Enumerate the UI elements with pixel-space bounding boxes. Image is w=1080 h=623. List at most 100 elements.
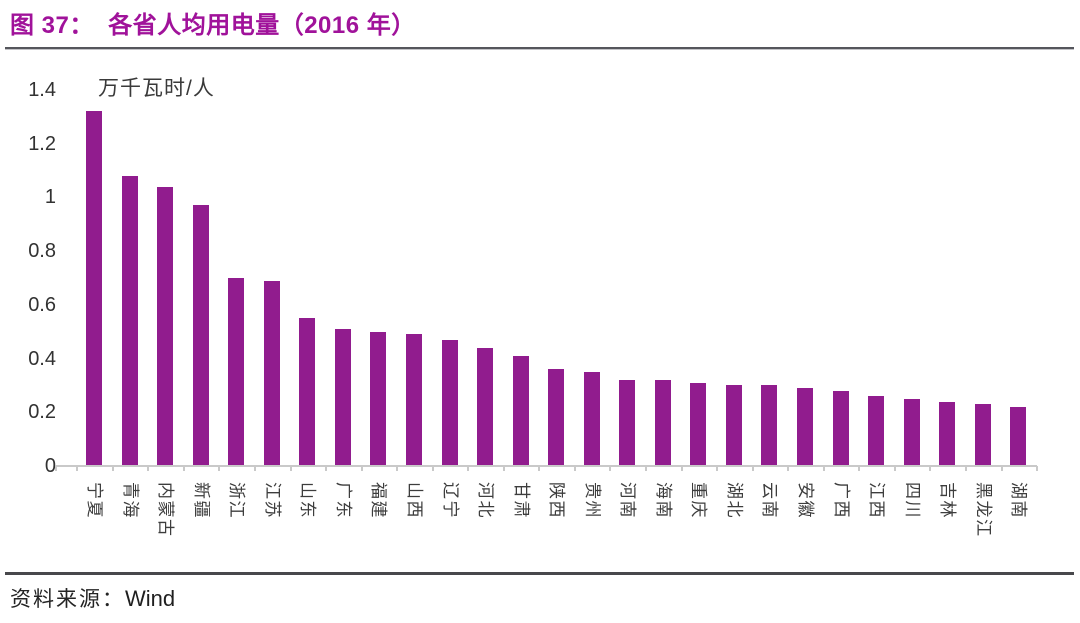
x-axis-label: 江西: [867, 482, 887, 519]
bar: [654, 380, 671, 466]
source-line: 资料来源：Wind: [10, 583, 175, 613]
axis-tick-mark: [289, 466, 292, 471]
x-axis-label: 甘肃: [511, 482, 531, 519]
bar: [405, 334, 422, 466]
y-axis-tick-label: 1: [44, 186, 56, 209]
bar: [477, 347, 494, 466]
bar: [725, 385, 742, 466]
bar: [192, 205, 209, 466]
axis-tick-mark: [858, 466, 861, 471]
x-axis-label: 陕西: [547, 482, 567, 519]
axis-tick-mark: [1000, 466, 1003, 471]
axis-tick-mark: [76, 466, 79, 471]
axis-tick-mark: [182, 466, 185, 471]
figure-title: 图 37： 各省人均用电量（2016 年）: [10, 12, 416, 39]
x-axis-label: 江苏: [262, 482, 282, 519]
y-axis-tick-label: 0.4: [28, 347, 56, 370]
x-axis-label: 贵州: [582, 482, 602, 519]
x-axis-label: 黑龙江: [973, 482, 993, 538]
y-axis-tick-label: 1.2: [28, 132, 56, 155]
bar: [441, 339, 458, 466]
axis-tick-mark: [716, 466, 719, 471]
x-axis-label: 湖北: [724, 482, 744, 519]
bar: [370, 331, 387, 466]
axis-tick-mark: [822, 466, 825, 471]
x-axis-label: 湖南: [1009, 482, 1029, 519]
x-axis-label: 山东: [298, 482, 318, 519]
axis-tick-mark: [467, 466, 470, 471]
axis-tick-mark: [787, 466, 790, 471]
x-axis-label: 广西: [831, 482, 851, 519]
axis-tick-mark: [1036, 466, 1039, 471]
x-axis-label: 辽宁: [440, 482, 460, 519]
axis-tick-mark: [55, 466, 57, 471]
y-axis-tick-label: 0: [44, 455, 56, 477]
bar: [690, 382, 707, 466]
bar: [121, 175, 138, 466]
x-axis-label: 青海: [120, 482, 140, 519]
axis-tick-mark: [929, 466, 932, 471]
axis-tick-mark: [964, 466, 967, 471]
x-axis-label: 宁夏: [85, 482, 104, 519]
y-axis-tick-label: 0.8: [28, 240, 56, 263]
x-axis-label: 广东: [333, 482, 353, 519]
x-axis-label: 重庆: [689, 482, 709, 519]
axis-tick-mark: [431, 466, 434, 471]
bar-chart: 万千瓦时/人 0 0.2 0.4 0.6 0.8 1 1.2 1.4 宁夏 青海 内蒙古 新疆 浙江 江苏…: [0, 55, 1080, 575]
bar: [86, 111, 102, 466]
axis-tick-mark: [502, 466, 505, 471]
axis-tick-mark: [751, 466, 754, 471]
x-axis-label: 四川: [902, 482, 922, 519]
axis-tick-mark: [147, 466, 150, 471]
axis-tick-mark: [218, 466, 221, 471]
x-axis-label: 安徽: [796, 482, 815, 519]
bar: [619, 380, 636, 466]
bar: [299, 318, 316, 466]
bar: [228, 277, 245, 466]
bar: [334, 329, 351, 466]
x-axis-label: 福建: [369, 482, 389, 519]
bar: [583, 371, 600, 466]
x-axis-label: 河北: [476, 482, 496, 519]
axis-tick-mark: [325, 466, 328, 471]
x-axis-label: 海南: [653, 482, 673, 519]
axis-tick-mark: [645, 466, 648, 471]
bar: [939, 401, 956, 466]
bar: [548, 369, 565, 466]
bar: [868, 396, 885, 466]
x-axis-label: 河南: [618, 482, 638, 519]
x-axis-label: 云南: [760, 482, 780, 519]
axis-tick-mark: [360, 466, 363, 471]
bar: [263, 280, 280, 466]
y-axis-tick-label: 0.2: [28, 401, 56, 424]
bar: [974, 404, 991, 466]
x-axis-label: 吉林: [938, 482, 958, 519]
x-axis-line: [55, 465, 1037, 467]
axis-tick-mark: [396, 466, 399, 471]
bar: [832, 390, 849, 466]
y-axis-tick-label: 0.6: [28, 293, 56, 316]
axis-tick-mark: [680, 466, 683, 471]
bar: [797, 388, 813, 466]
axis-tick-mark: [253, 466, 256, 471]
axis-tick-mark: [538, 466, 541, 471]
footer-divider: [5, 572, 1074, 575]
bar: [903, 398, 920, 466]
title-divider: [5, 47, 1074, 50]
x-axis-label: 山西: [404, 482, 424, 519]
bar: [512, 355, 529, 466]
axis-tick-mark: [609, 466, 612, 471]
axis-tick-mark: [893, 466, 896, 471]
source-value: Wind: [125, 586, 176, 611]
axis-tick-mark: [573, 466, 576, 471]
axis-tick-mark: [111, 466, 114, 471]
bar: [157, 186, 174, 466]
y-axis-unit-label: 万千瓦时/人: [98, 77, 215, 100]
bar: [1010, 406, 1027, 466]
x-axis-label: 内蒙古: [156, 482, 176, 538]
x-axis-label: 浙江: [227, 482, 247, 519]
y-axis-tick-label: 1.4: [28, 78, 56, 101]
x-axis-label: 新疆: [191, 482, 211, 519]
bar: [761, 385, 778, 466]
